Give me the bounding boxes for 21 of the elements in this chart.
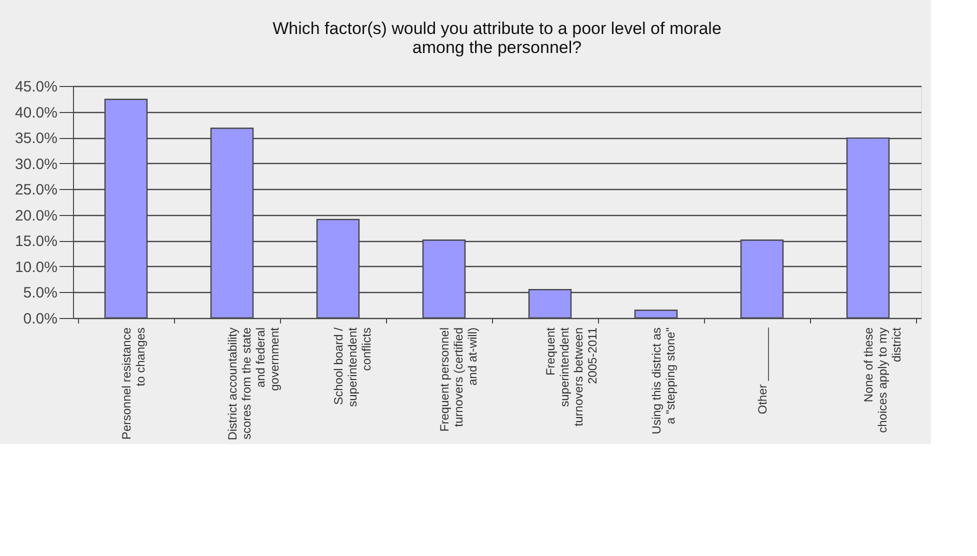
- text: among the personnel?: [412, 38, 582, 57]
- x-tick-label: Using this district as a "stepping stone": [650, 328, 678, 434]
- x-tick-label: Personnel resistance to changes: [120, 327, 148, 440]
- y-tick-label: 20.0%: [14, 207, 58, 224]
- x-tick-label: School board / superintendent conflicts: [332, 326, 374, 407]
- x-tick-label: Frequent superintendent turnovers between 2005-2011: [544, 326, 600, 426]
- y-tick-label: 5.0%: [23, 284, 58, 302]
- x-tick-label: Other ________: [756, 327, 770, 414]
- bar: [634, 310, 678, 319]
- x-tick-label: District accountability scores from the state and federal government: [226, 326, 282, 440]
- y-tick-label: 25.0%: [14, 182, 58, 199]
- y-tick-label: 15.0%: [14, 233, 58, 250]
- x-tick-label: None of these choices apply to my district: [862, 326, 904, 433]
- y-tick-label: 0.0%: [23, 310, 58, 328]
- text: Which factor(s) would you attribute to a poor level of morale: [272, 19, 722, 38]
- y-tick-label: 45.0%: [14, 78, 58, 96]
- y-tick-label: 30.0%: [14, 156, 58, 173]
- y-tick-label: 10.0%: [14, 258, 58, 276]
- y-tick-label: 40.0%: [14, 104, 58, 122]
- y-tick-label: 35.0%: [14, 130, 58, 148]
- x-tick-label: Frequent personnel turnovers (certified and at-will): [438, 328, 480, 432]
